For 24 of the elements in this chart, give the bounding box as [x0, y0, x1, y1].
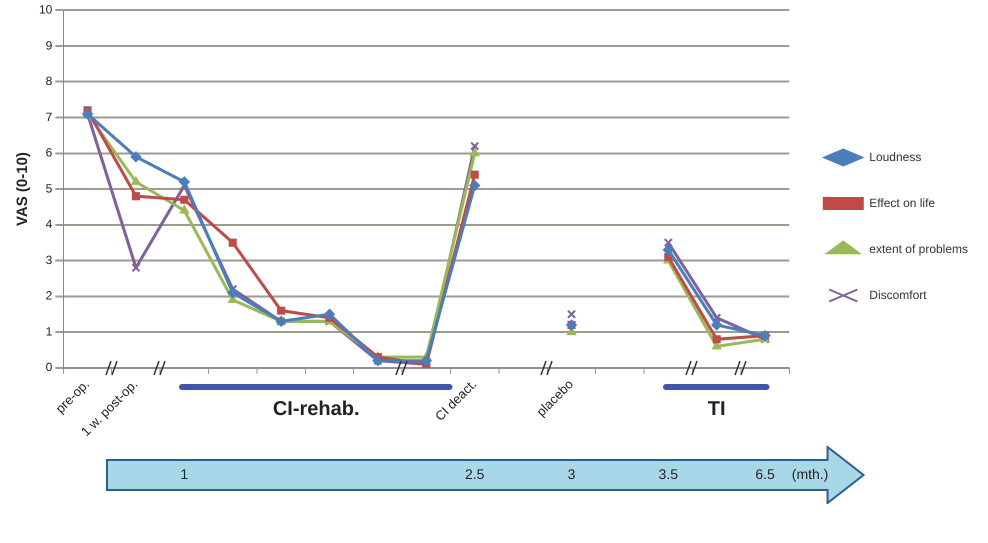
y-tick-label: 6: [46, 146, 53, 160]
y-tick-label: 8: [46, 74, 53, 88]
y-tick-label: 4: [46, 217, 53, 232]
y-axis-title: VAS (0-10): [14, 152, 32, 226]
y-tick-label: 10: [38, 2, 53, 17]
text: 1: [180, 466, 188, 482]
text: (mth.): [792, 466, 828, 482]
y-tick-label: 2: [46, 288, 53, 303]
text: 3.5: [658, 466, 678, 482]
text: CI-rehab.: [272, 398, 360, 421]
text: 3: [568, 466, 576, 482]
legend-label: Effect on life: [869, 196, 936, 210]
text: 6.5: [755, 466, 775, 482]
y-tick-label: 0: [46, 360, 53, 374]
y-tick-label: 7: [46, 110, 53, 124]
y-tick-label: 5: [46, 181, 53, 196]
legend-label: Loudness: [869, 150, 922, 164]
text: 2.5: [464, 466, 484, 482]
y-tick-label: 1: [46, 324, 53, 338]
y-tick-label: 3: [46, 252, 53, 267]
y-tick-label: 9: [46, 38, 53, 52]
legend-label: Discomfort: [869, 288, 928, 302]
text: TI: [708, 398, 726, 421]
legend-label: extent of problems: [869, 242, 968, 256]
